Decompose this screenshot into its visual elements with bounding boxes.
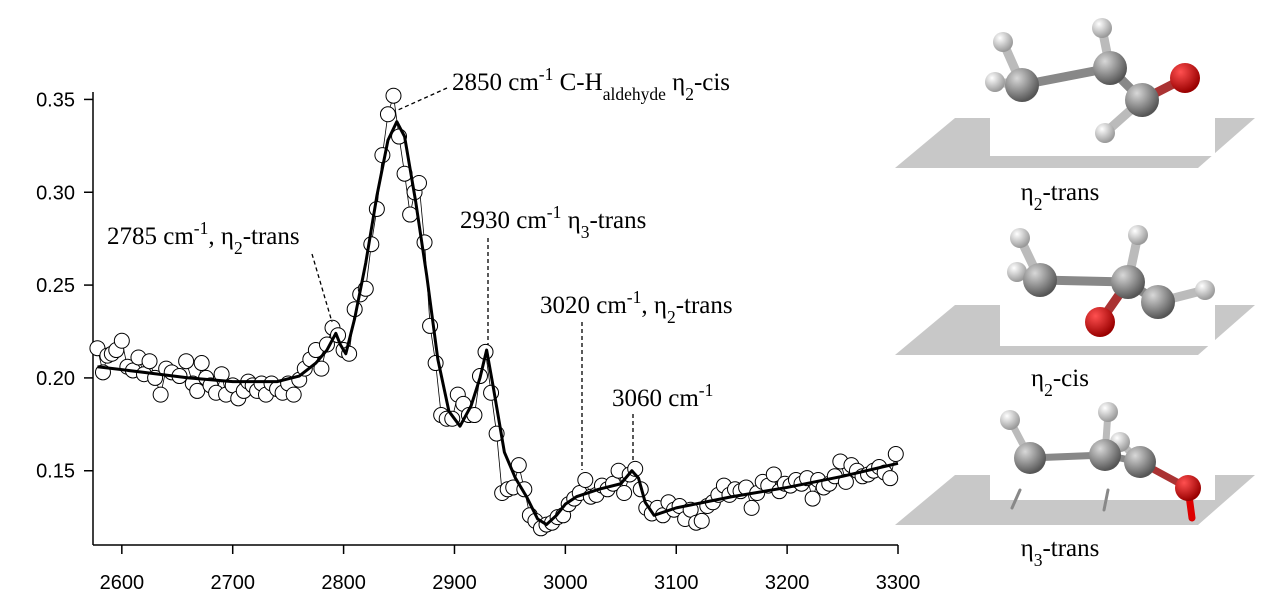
data-point xyxy=(804,490,821,507)
text-part: 2 xyxy=(1034,194,1043,214)
text-part: 3020 cm xyxy=(540,292,627,319)
text-part: 3060 cm xyxy=(612,385,699,412)
text-part: 2930 cm xyxy=(460,207,547,234)
text-part: , η xyxy=(641,292,667,319)
y-tick-label: 0.30 xyxy=(36,182,75,204)
text-part: -1 xyxy=(539,64,554,84)
annotation-leader xyxy=(397,87,448,111)
text-part: aldehyde xyxy=(603,84,666,104)
text-part: 2850 cm xyxy=(452,69,539,96)
text-part: -1 xyxy=(699,380,714,400)
data-point xyxy=(616,485,633,502)
annotation: 3060 cm-1 xyxy=(612,380,713,412)
text-part: η xyxy=(1021,535,1034,562)
data-point xyxy=(693,512,710,529)
text-part: η xyxy=(666,69,685,96)
text-part: 2785 cm xyxy=(107,223,194,250)
text-part: -cis xyxy=(1053,365,1089,392)
y-tick-label: 0.25 xyxy=(36,275,75,297)
text-part: -trans xyxy=(676,292,733,319)
text-part: 2 xyxy=(234,238,243,258)
text-part: -trans xyxy=(243,223,300,250)
text-part: -trans xyxy=(589,207,646,234)
annotation: 2850 cm-1 C-Haldehyde η2-cis xyxy=(452,64,730,104)
text-part: -trans xyxy=(1042,179,1099,206)
x-tick-label: 2800 xyxy=(321,572,366,594)
data-point xyxy=(178,353,195,370)
annotation: 2785 cm-1, η2-trans xyxy=(107,218,300,258)
x-tick-label: 2600 xyxy=(100,572,145,594)
structure-label: η2-cis xyxy=(1031,365,1089,400)
data-point xyxy=(193,355,210,372)
x-tick-label: 3000 xyxy=(543,572,588,594)
data-point xyxy=(285,386,302,403)
text-part: C-H xyxy=(553,69,602,96)
text-part: η xyxy=(561,207,580,234)
annotation-leader xyxy=(311,253,333,323)
data-point xyxy=(113,332,130,349)
data-point xyxy=(374,147,391,164)
data-point xyxy=(189,382,206,399)
text-part: 3 xyxy=(1034,550,1043,570)
text-part: 2 xyxy=(685,84,694,104)
data-point xyxy=(743,499,760,516)
text-part: , η xyxy=(208,223,234,250)
annotation: 3020 cm-1, η2-trans xyxy=(540,287,733,327)
annotation: 2930 cm-1 η3-trans xyxy=(460,202,646,242)
text-part: η xyxy=(1021,179,1034,206)
y-tick-label: 0.20 xyxy=(36,368,75,390)
text-part: 2 xyxy=(667,307,676,327)
data-point xyxy=(385,87,402,104)
data-point xyxy=(882,470,899,487)
text-part: -1 xyxy=(547,202,562,222)
structure-label: η3-trans xyxy=(1021,535,1100,570)
data-point xyxy=(577,472,594,489)
x-tick-label: 3300 xyxy=(876,572,921,594)
x-tick-label: 3200 xyxy=(765,572,810,594)
data-point xyxy=(141,353,158,370)
y-tick-label: 0.35 xyxy=(36,89,75,111)
data-point xyxy=(313,360,330,377)
text-part: -trans xyxy=(1042,535,1099,562)
data-point xyxy=(416,234,433,251)
text-part: 2 xyxy=(1044,380,1053,400)
molecule-images xyxy=(895,10,1255,525)
text-part: -cis xyxy=(694,69,730,96)
structure-label: η2-trans xyxy=(1021,179,1100,214)
fit-line xyxy=(97,120,899,527)
x-tick-label: 3100 xyxy=(654,572,699,594)
text-part: 3 xyxy=(581,222,590,242)
text-part: η xyxy=(1031,365,1044,392)
y-tick-label: 0.15 xyxy=(36,461,75,483)
text-part: -1 xyxy=(194,218,209,238)
data-point xyxy=(152,386,169,403)
data-line xyxy=(97,95,897,529)
data-point xyxy=(363,236,380,253)
data-point xyxy=(379,106,396,123)
text-part: -1 xyxy=(627,287,642,307)
data-point xyxy=(765,466,782,483)
x-tick-label: 2700 xyxy=(210,572,255,594)
data-point xyxy=(887,446,904,463)
x-tick-label: 2900 xyxy=(432,572,477,594)
